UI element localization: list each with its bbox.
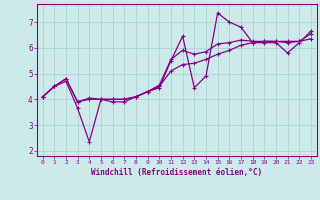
X-axis label: Windchill (Refroidissement éolien,°C): Windchill (Refroidissement éolien,°C) [91, 168, 262, 177]
